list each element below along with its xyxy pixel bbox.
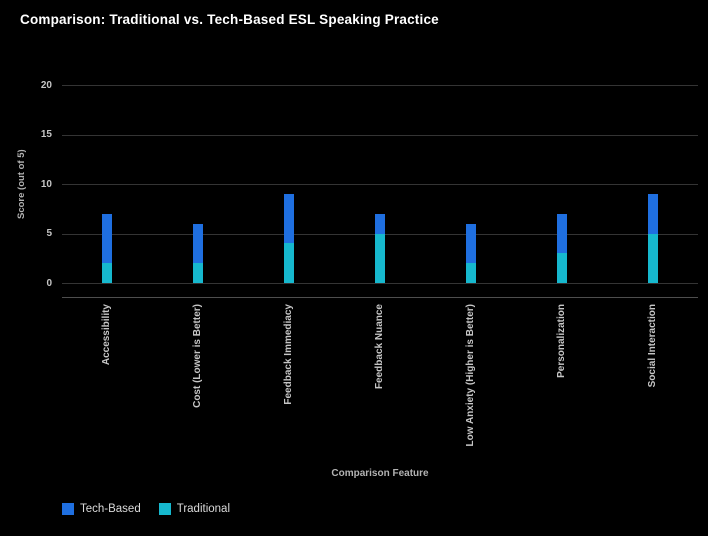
x-tick-cell-personalization: Personalization — [516, 304, 607, 470]
bar-column-accessibility — [62, 85, 153, 283]
bar-stack — [193, 223, 204, 283]
x-tick-cell-cost-lower-is-better: Cost (Lower is Better) — [153, 304, 244, 470]
gridline-20 — [62, 85, 698, 86]
bar-segment-tech-based — [647, 193, 658, 234]
bar-segment-tech-based — [556, 213, 567, 254]
x-axis-labels: Accessibility Cost (Lower is Better) Feedb… — [62, 304, 698, 470]
bar-column-cost-lower-is-better — [153, 85, 244, 283]
gridline-0 — [62, 283, 698, 284]
y-tick-label-5: 5 — [46, 228, 52, 239]
x-tick-label: Social Interaction — [646, 304, 658, 388]
gridline-15 — [62, 134, 698, 136]
bar-segment-tech-based — [465, 223, 476, 264]
bar-segment-traditional — [284, 243, 295, 283]
x-axis-line — [62, 297, 698, 298]
plot-area — [62, 85, 698, 284]
y-tick-label-15: 15 — [40, 129, 52, 140]
bar-stack — [375, 213, 385, 283]
bar-segment-tech-based — [284, 193, 295, 244]
x-tick-cell-social-interaction: Social Interaction — [607, 304, 698, 470]
bar-stack — [647, 193, 658, 283]
bar-stack — [556, 213, 567, 283]
x-tick-cell-low-anxiety-higher-is-better: Low Anxiety (Higher is Better) — [425, 304, 516, 470]
legend-swatch-tech-based — [62, 503, 74, 515]
bars-layer — [62, 85, 698, 283]
x-tick-cell-feedback-nuance: Feedback Nuance — [335, 304, 426, 470]
x-axis-title: Comparison Feature — [331, 468, 429, 479]
x-tick-label: Feedback Nuance — [374, 304, 385, 390]
bar-segment-traditional — [556, 253, 567, 283]
x-tick-label: Feedback Immediacy — [283, 304, 295, 405]
y-tick-label-20: 20 — [40, 79, 52, 91]
bar-segment-tech-based — [193, 223, 204, 264]
bar-column-personalization — [516, 85, 607, 283]
bar-column-feedback-immediacy — [244, 85, 335, 283]
gridline-10 — [62, 184, 698, 185]
chart-title: Comparison: Traditional vs. Tech-Based E… — [20, 12, 439, 27]
x-tick-label: Cost (Lower is Better) — [192, 304, 204, 408]
bar-stack — [465, 223, 476, 283]
x-tick-cell-accessibility: Accessibility — [62, 304, 153, 470]
bar-segment-tech-based — [102, 213, 113, 264]
bar-segment-traditional — [465, 263, 476, 283]
x-tick-label: Low Anxiety (Higher is Better) — [464, 304, 476, 447]
y-tick-label-0: 0 — [46, 277, 52, 289]
bar-segment-traditional — [193, 263, 204, 283]
legend-label: Traditional — [176, 503, 231, 515]
y-tick-label-10: 10 — [40, 178, 52, 190]
bar-segment-traditional — [647, 233, 658, 283]
bar-column-feedback-nuance — [335, 85, 426, 283]
bar-column-low-anxiety-higher-is-better — [425, 85, 516, 283]
bar-segment-tech-based — [375, 213, 385, 234]
legend-swatch-traditional — [158, 503, 171, 515]
bar-segment-traditional — [375, 233, 385, 283]
bar-column-social-interaction — [607, 85, 698, 283]
legend: Tech-Based Traditional — [62, 503, 230, 515]
bar-segment-traditional — [102, 263, 113, 283]
bar-stack — [102, 213, 113, 283]
legend-item-traditional[interactable]: Traditional — [158, 503, 231, 515]
legend-item-tech-based[interactable]: Tech-Based — [62, 503, 141, 515]
y-axis-ticks: 0 5 10 15 20 — [0, 80, 52, 289]
legend-label: Tech-Based — [80, 503, 141, 515]
x-tick-label: Accessibility — [101, 304, 113, 366]
x-tick-cell-feedback-immediacy: Feedback Immediacy — [244, 304, 335, 470]
bar-stack — [284, 193, 295, 283]
x-tick-label: Personalization — [555, 304, 567, 378]
